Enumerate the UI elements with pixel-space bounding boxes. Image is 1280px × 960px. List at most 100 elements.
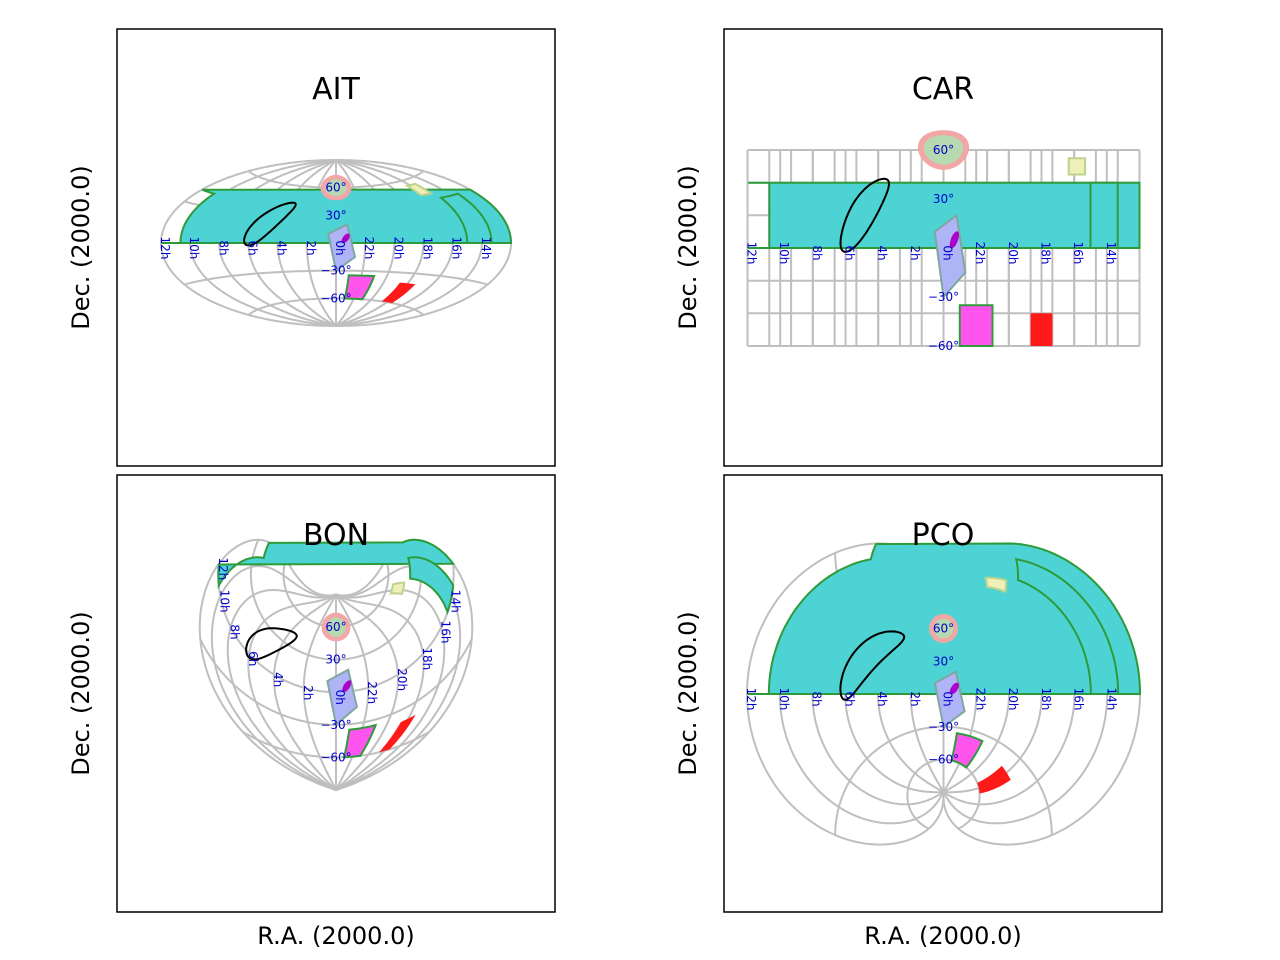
- bon-axes-frame: [116, 474, 556, 913]
- ait-ra-tick-label: 16h: [450, 237, 464, 260]
- ait-ra-tick-label: 18h: [421, 237, 435, 260]
- bon-magenta-ellipse: [342, 680, 352, 693]
- car-black-ellipse: [839, 177, 891, 253]
- bon-regions: [217, 538, 456, 759]
- bon-parallel: [242, 730, 430, 759]
- pco-ra-tick-label: 8h: [810, 691, 824, 706]
- bon-ra-tick-label: 12h: [216, 557, 230, 580]
- car-ra-tick-label: 4h: [875, 245, 889, 260]
- car-dec-tick-label: −60°: [928, 339, 959, 353]
- car-ra-tick-label: 0h: [941, 245, 955, 260]
- pco-axes-frame: [723, 474, 1163, 913]
- pco-xlabel: R.A. (2000.0): [864, 922, 1021, 950]
- ait-red-patch: [381, 282, 416, 304]
- ait-tick-labels: 12h 10h 8h 6h 4h 2h 0h 22h 20h 18h 16h 14h 60° 30° −30…: [158, 181, 493, 306]
- bon-ra-tick-label: 6h: [246, 651, 260, 666]
- car-axes-frame: [723, 28, 1163, 467]
- ait-ra-tick-label: 22h: [362, 237, 376, 260]
- ait-ra-tick-label: 6h: [246, 240, 260, 255]
- car-green-disk: [923, 135, 964, 165]
- car-ra-tick-label: 22h: [973, 242, 987, 265]
- bon-xlabel: R.A. (2000.0): [257, 922, 414, 950]
- pco-dec-tick-label: −60°: [928, 753, 959, 767]
- car-regions: [748, 130, 1141, 347]
- panel-bon: 12h 10h 8h 6h 4h 2h 0h 22h 20h 18h 16h 14h 60° 30° −30…: [67, 474, 556, 950]
- bon-pink-patch: [342, 723, 378, 759]
- bon-ra-tick-label: 8h: [228, 624, 242, 639]
- panel-pco: 12h 10h 8h 6h 4h 2h 0h 22h 20h 18h 16h 14h 60° 30° −30…: [674, 474, 1163, 950]
- ait-green-disk: [325, 179, 347, 196]
- pco-ra-tick-label: 22h: [973, 688, 987, 711]
- bon-cyan-patch: [217, 538, 456, 590]
- ait-ra-tick-label: 4h: [275, 240, 289, 255]
- ait-dec-tick-label: 30°: [325, 208, 346, 222]
- panel-ait: 12h 10h 8h 6h 4h 2h 0h 22h 20h 18h 16h 14h 60° 30° −30…: [67, 28, 556, 467]
- bon-dec-tick-label: 60°: [325, 620, 346, 634]
- ait-yellow-patch: [404, 182, 434, 197]
- ait-regions: [161, 174, 512, 304]
- bon-ra-tick-label: 20h: [395, 668, 409, 691]
- bon-ra-tick-label: 18h: [420, 647, 434, 670]
- ait-title: AIT: [312, 72, 360, 107]
- ait-ra-tick-label: 14h: [479, 237, 493, 260]
- pco-ylabel: Dec. (2000.0): [674, 611, 702, 775]
- pco-ra-tick-label: 14h: [1104, 688, 1118, 711]
- car-cyan-patch: [1089, 181, 1119, 249]
- bon-pink-ring: [321, 612, 351, 642]
- car-ra-tick-label: 6h: [843, 245, 857, 260]
- pco-magenta-ellipse: [949, 682, 959, 695]
- pco-pink-patch: [950, 732, 984, 769]
- pco-ra-tick-label: 2h: [908, 691, 922, 706]
- bon-dec-tick-label: −30°: [320, 718, 351, 732]
- car-ra-tick-label: 10h: [777, 242, 791, 265]
- bon-cyan-patch: [407, 556, 455, 615]
- pco-black-ellipse: [839, 630, 906, 701]
- ait-ra-tick-label: 12h: [158, 237, 172, 260]
- car-cyan-patch: [748, 181, 1141, 249]
- bon-yellow-patch: [389, 581, 406, 595]
- ait-dec-tick-label: −60°: [320, 291, 351, 305]
- car-ra-tick-label: 16h: [1071, 242, 1085, 265]
- bon-ra-tick-label: 2h: [301, 685, 315, 700]
- bon-dec-tick-label: 30°: [325, 653, 346, 667]
- bon-green-disk: [326, 617, 346, 637]
- car-ra-tick-label: 8h: [810, 245, 824, 260]
- car-red-patch: [1030, 313, 1053, 346]
- pco-ra-tick-label: 18h: [1039, 688, 1053, 711]
- ait-magenta-ellipse: [341, 233, 350, 244]
- ait-ra-tick-label: 10h: [187, 237, 201, 260]
- car-magenta-ellipse: [949, 231, 959, 249]
- car-dec-tick-label: −30°: [928, 290, 959, 304]
- ait-black-ellipse: [243, 201, 297, 247]
- car-dec-tick-label: 30°: [933, 192, 954, 206]
- bon-ra-tick-label: 0h: [333, 690, 347, 705]
- pco-dec-tick-label: −30°: [928, 720, 959, 734]
- pco-green-disk: [933, 618, 954, 639]
- bon-title: BON: [303, 518, 369, 553]
- bon-ra-tick-label: 4h: [271, 672, 285, 687]
- car-pink-patch: [958, 304, 994, 347]
- ait-ylabel: Dec. (2000.0): [67, 165, 95, 329]
- car-dec-tick-label: 60°: [933, 143, 954, 157]
- bon-ra-tick-label: 14h: [449, 590, 463, 613]
- pco-parallel: [906, 758, 981, 830]
- ait-pink-patch: [343, 274, 376, 301]
- pco-tick-labels: 12h 10h 8h 6h 4h 2h 0h 22h 20h 18h 16h 14h 60° 30° −30…: [744, 622, 1118, 767]
- ait-ra-tick-label: 20h: [391, 237, 405, 260]
- ait-dec-tick-label: −30°: [320, 264, 351, 278]
- ait-ra-tick-label: 0h: [333, 240, 347, 255]
- pco-yellow-patch: [984, 576, 1007, 594]
- pco-dec-tick-label: 60°: [933, 622, 954, 636]
- car-ra-tick-label: 14h: [1104, 242, 1118, 265]
- pco-ra-tick-label: 20h: [1006, 688, 1020, 711]
- car-ylabel: Dec. (2000.0): [674, 165, 702, 329]
- pco-title: PCO: [912, 518, 975, 553]
- pco-ra-tick-label: 4h: [875, 691, 889, 706]
- bon-parallel: [249, 539, 423, 661]
- bon-red-patch: [379, 714, 416, 753]
- car-pink-ring: [917, 130, 970, 170]
- car-ra-tick-label: 18h: [1039, 242, 1053, 265]
- car-ra-tick-label: 2h: [908, 245, 922, 260]
- pco-regions: [747, 542, 1142, 794]
